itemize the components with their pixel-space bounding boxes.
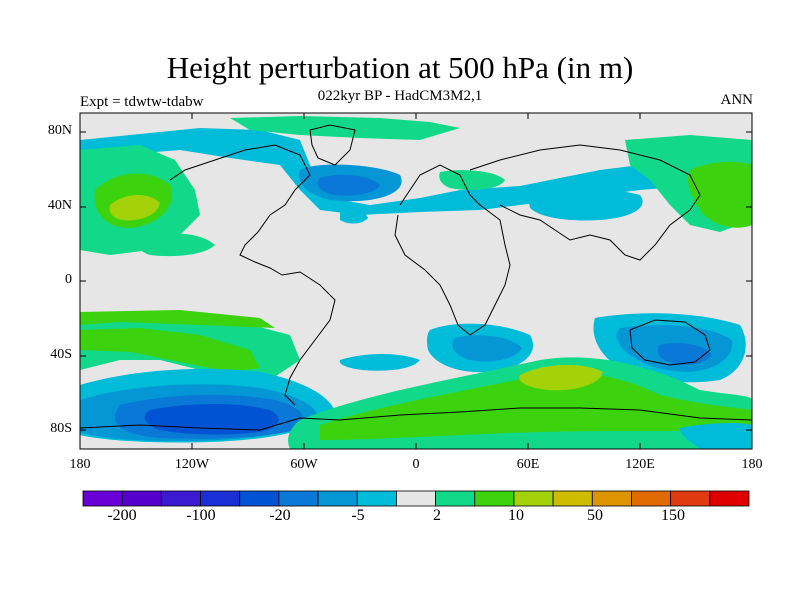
chart-subtitle: 022kyr BP - HadCM3M2,1 — [317, 88, 483, 104]
colorbar-swatch — [317, 490, 358, 507]
lon-label-180e: 180 — [741, 457, 763, 472]
colorbar-label: -200 — [107, 507, 137, 524]
coastlines — [80, 124, 752, 431]
colorbar-label: 150 — [661, 507, 685, 524]
colorbar-swatch — [356, 490, 397, 507]
lon-label-60e: 60E — [516, 457, 540, 472]
lat-label-40n: 40N — [47, 198, 72, 213]
coast-asia — [469, 144, 701, 261]
coast-antarctica — [80, 407, 752, 431]
coast-south-america — [281, 271, 336, 406]
colorbar-swatch — [435, 490, 476, 507]
contour-cool-atlantic-core — [317, 174, 380, 196]
contour-warm-sh-pacific-2 — [80, 328, 260, 372]
contour-warm-indian-core — [519, 364, 603, 391]
lon-label-120e: 120E — [625, 457, 655, 472]
axis-ticks — [80, 113, 752, 449]
lon-label-0: 0 — [412, 457, 420, 472]
coast-greenland — [309, 124, 356, 166]
contour-warm-east-asia-2 — [688, 161, 752, 228]
lat-label-0: 0 — [65, 272, 72, 287]
contour-warm-pacific-core — [109, 194, 160, 221]
coast-australia — [629, 319, 711, 366]
contour-warm-sh-pacific-light — [80, 310, 275, 328]
season-label: ANN — [720, 92, 754, 108]
colorbar-label: -20 — [269, 507, 291, 524]
experiment-label: Expt = tdwtw-tdabw — [80, 94, 204, 110]
colorbar-swatch — [513, 490, 554, 507]
colorbar — [82, 490, 750, 507]
lon-label-180w: 180 — [69, 457, 91, 472]
colorbar-swatch — [396, 490, 436, 507]
colorbar-label: 50 — [587, 507, 603, 524]
colorbar-swatch — [121, 490, 162, 507]
colorbar-swatch — [709, 490, 750, 507]
colorbar-swatch — [160, 490, 201, 507]
colorbar-swatch — [631, 490, 672, 507]
colorbar-swatch — [278, 490, 319, 507]
contour-warm-e-pacific — [138, 233, 215, 257]
colorbar-swatch — [82, 490, 123, 507]
coast-europe-africa — [394, 164, 511, 336]
lon-label-120w: 120W — [174, 457, 210, 472]
lon-label-60w: 60W — [290, 457, 318, 472]
colorbar-swatch — [591, 490, 632, 507]
contour-cool-sh-midlat — [339, 354, 420, 371]
contour-cool-n-atlantic-small — [340, 210, 368, 224]
colorbar-swatch — [200, 490, 241, 507]
coast-north-america — [169, 144, 311, 276]
colorbar-swatch — [474, 490, 515, 507]
colorbar-label: 2 — [433, 507, 441, 524]
colorbar-label: 10 — [508, 507, 524, 524]
lat-label-80s: 80S — [50, 421, 72, 436]
colorbar-label: -100 — [186, 507, 216, 524]
colorbar-label: -5 — [351, 507, 365, 524]
contour-cool-south-africa-core — [452, 335, 522, 362]
lat-label-80n: 80N — [47, 123, 72, 138]
chart-title: Height perturbation at 500 hPa (in m) — [166, 50, 634, 85]
contour-warm-southern-ocean-2 — [320, 372, 752, 440]
colorbar-swatch — [552, 490, 593, 507]
colorbar-swatch — [670, 490, 711, 507]
lat-label-40s: 40S — [50, 347, 72, 362]
colorbar-swatch — [239, 490, 280, 507]
contour-cool-antarctic-east — [680, 423, 752, 449]
contour-warm-europe — [439, 170, 505, 190]
contour-cool-central-asia — [529, 187, 643, 221]
